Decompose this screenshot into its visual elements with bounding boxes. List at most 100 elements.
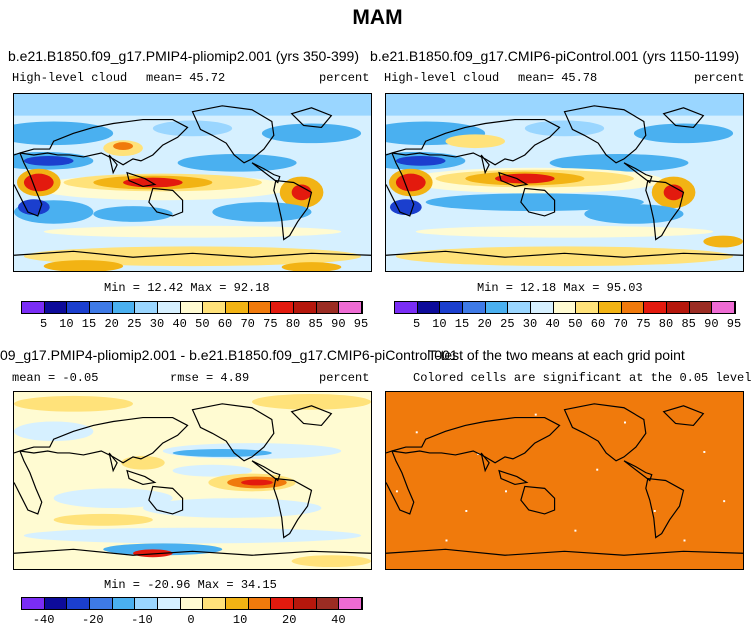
colorbar-swatch (112, 598, 136, 609)
panel4-field (386, 392, 743, 569)
colorbar-tick-label: 30 (522, 317, 538, 331)
colorbar-swatch (22, 598, 45, 609)
colorbar-swatch (67, 598, 90, 609)
panel2-left-label: High-level cloud (384, 71, 500, 85)
panel3-map-svg (14, 392, 371, 569)
colorbar-tick-label: 25 (127, 317, 142, 331)
colorbar-tick-label: 70 (240, 317, 255, 331)
colorbar-swatch (248, 302, 272, 313)
colorbar-swatch (44, 598, 68, 609)
panel1-stats: Min = 12.42 Max = 92.18 (104, 281, 270, 295)
colorbar-tick-label: 40 (331, 613, 346, 627)
colorbar-swatch (271, 302, 294, 313)
panel4-map-svg (386, 392, 743, 569)
panel1-title: b.e21.B1850.f09_g17.PMIP4-pliomip2.001 (… (8, 48, 359, 64)
panel3-stats: Min = -20.96 Max = 34.15 (104, 578, 277, 592)
panel4-title: T-test of the two means at each grid poi… (428, 347, 685, 363)
colorbar-tick-label: 20 (104, 317, 119, 331)
panel2-map-svg (386, 94, 743, 271)
panel2-units-label: percent (694, 71, 745, 85)
colorbar-tick-label: 95 (726, 317, 742, 331)
colorbar-swatch (157, 598, 181, 609)
colorbar-tick-label: 60 (590, 317, 606, 331)
colorbar-tick-label: 85 (308, 317, 323, 331)
colorbar-tick-label: 90 (331, 317, 346, 331)
colorbar-swatch (203, 302, 226, 313)
colorbar-tick-label: 50 (195, 317, 210, 331)
colorbar-swatch (225, 598, 249, 609)
colorbar-swatch (203, 598, 226, 609)
colorbar-swatch (44, 302, 68, 313)
panel3-field (14, 392, 371, 569)
panel3-rmse-label: rmse = 4.89 (170, 371, 250, 385)
panel1-field (14, 94, 371, 271)
colorbar-swatch (689, 302, 713, 313)
colorbar-tick-label: 60 (217, 317, 233, 331)
colorbar-tick-label: 20 (477, 317, 492, 331)
colorbar-swatch (530, 302, 554, 313)
panel4-map (385, 391, 744, 570)
colorbar-swatch (598, 302, 622, 313)
colorbar-swatch (712, 302, 735, 313)
colorbar-tick-label: 20 (282, 613, 297, 627)
colorbar-swatch (293, 598, 317, 609)
colorbar-tick-label: 90 (704, 317, 719, 331)
colorbar-swatch (339, 302, 362, 313)
panel1-units-label: percent (319, 71, 370, 85)
colorbar-swatch (157, 302, 181, 313)
panel2-stats: Min = 12.18 Max = 95.03 (477, 281, 643, 295)
panel3-coastlines (14, 403, 371, 556)
colorbar-tick-label: 0 (187, 613, 195, 627)
colorbar-swatch (395, 302, 418, 313)
colorbar-tick-label: 50 (568, 317, 583, 331)
panel2-coastlines (386, 105, 743, 258)
colorbar-tick-label: 10 (432, 317, 447, 331)
panel1-map-svg (14, 94, 371, 271)
colorbar-tick-label: 80 (285, 317, 301, 331)
colorbar-tick-label: 5 (413, 317, 421, 331)
colorbar-swatch (485, 302, 509, 313)
colorbar-swatch (89, 598, 113, 609)
colorbar-tick-label: -40 (32, 613, 55, 627)
colorbar-swatch (440, 302, 463, 313)
panel2-mean-label: mean= 45.78 (518, 71, 598, 85)
panel1-coastlines (14, 105, 371, 258)
panel2-map (385, 93, 744, 272)
panel2-field (386, 94, 743, 271)
colorbar-swatch (89, 302, 113, 313)
colorbar-swatch (553, 302, 577, 313)
colorbar-swatch (271, 598, 294, 609)
colorbar-swatch (22, 302, 45, 313)
colorbar-swatch (417, 302, 441, 313)
colorbar-swatch (67, 302, 90, 313)
colorbar-swatch (248, 598, 272, 609)
colorbar-tick-label: 75 (636, 317, 651, 331)
colorbar-swatch (339, 598, 362, 609)
colorbar-swatch (112, 302, 136, 313)
colorbar-tick-label: 5 (40, 317, 48, 331)
colorbar-tick-label: 40 (172, 317, 187, 331)
colorbar-swatches (394, 301, 736, 314)
panel2-title: b.e21.B1850.f09_g17.CMIP6-piControl.001 … (370, 48, 740, 64)
colorbar-swatch (508, 302, 531, 313)
colorbar-tick-label: 30 (149, 317, 165, 331)
panel1-left-label: High-level cloud (12, 71, 128, 85)
colorbar-swatches (21, 597, 363, 610)
colorbar-swatch (293, 302, 317, 313)
panel4-subtitle: Colored cells are significant at the 0.0… (413, 371, 752, 385)
panel2-colorbar: 5 10 15 20 25 30 40 50 60 70 75 80 85 90 95 (394, 301, 741, 331)
colorbar-tick-label: 75 (263, 317, 278, 331)
colorbar-swatch (576, 302, 599, 313)
colorbar-swatch (316, 302, 340, 313)
panel3-colorbar: -40 -20 -10 0 10 20 40 (21, 597, 363, 627)
colorbar-swatch (180, 302, 204, 313)
colorbar-swatch (316, 598, 340, 609)
colorbar-swatch (180, 598, 204, 609)
panel4-coastlines (386, 403, 743, 556)
panel1-colorbar: 5 10 15 20 25 30 40 50 60 70 75 80 85 90 95 (21, 301, 368, 331)
colorbar-tick-label: 85 (681, 317, 696, 331)
colorbar-tick-label: -20 (81, 613, 104, 627)
colorbar-tick-label: 95 (353, 317, 369, 331)
colorbar-tick-label: 15 (81, 317, 97, 331)
panel1-mean-label: mean= 45.72 (146, 71, 226, 85)
